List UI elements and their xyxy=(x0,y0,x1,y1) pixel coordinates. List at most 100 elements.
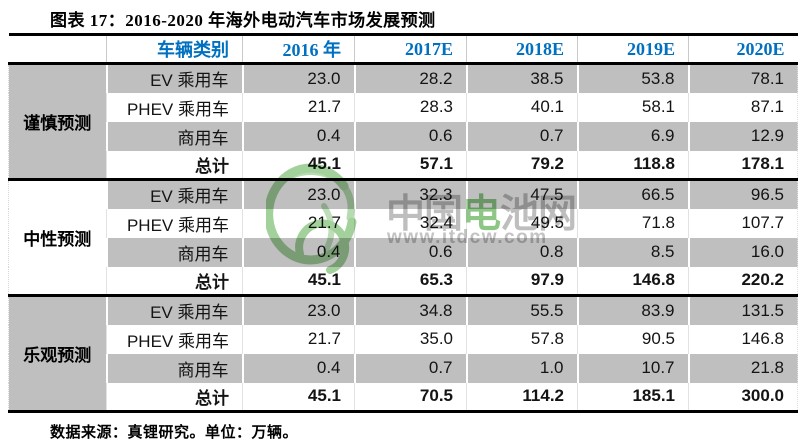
table-row: 商用车 0.4 0.6 0.8 8.5 16.0 xyxy=(9,237,798,267)
value-cell: 87.1 xyxy=(688,92,798,122)
row-label: EV 乘用车 xyxy=(105,294,243,325)
value-cell: 0.7 xyxy=(353,353,467,383)
value-cell: 32.4 xyxy=(354,208,467,238)
value-cell: 21.7 xyxy=(242,208,355,238)
section-label: 中性预测 xyxy=(8,178,107,296)
value-cell: 71.8 xyxy=(577,208,689,238)
row-label: PHEV 乘用车 xyxy=(106,324,243,354)
table-row: 乐观预测 EV 乘用车 23.0 34.8 55.5 83.9 131.5 xyxy=(8,294,798,412)
figure-title: 图表 17：2016-2020 年海外电动汽车市场发展预测 xyxy=(50,11,436,30)
value-cell: 35.0 xyxy=(354,324,467,354)
table-row: PHEV 乘用车 21.7 35.0 57.8 90.5 146.8 xyxy=(9,324,798,354)
value-cell: 34.8 xyxy=(353,294,467,325)
row-label: EV 乘用车 xyxy=(105,63,243,93)
value-cell: 114.2 xyxy=(466,382,578,412)
value-cell: 146.8 xyxy=(577,266,689,296)
value-cell: 96.5 xyxy=(687,178,798,209)
value-cell: 38.5 xyxy=(465,63,578,93)
column-header-category: 车辆类别 xyxy=(106,34,243,65)
row-label: 商用车 xyxy=(105,121,243,151)
value-cell: 0.4 xyxy=(241,353,355,383)
value-cell: 70.5 xyxy=(354,382,467,412)
value-cell: 45.1 xyxy=(242,382,355,412)
value-cell: 12.9 xyxy=(687,121,798,151)
value-cell: 0.4 xyxy=(241,237,355,267)
row-label: 总计 xyxy=(106,382,243,412)
value-cell: 131.5 xyxy=(687,294,798,325)
column-header-year: 2019E xyxy=(577,34,689,65)
table-row: 总计 45.1 57.1 79.2 118.8 178.1 xyxy=(9,150,798,180)
value-cell: 28.2 xyxy=(353,63,467,93)
value-cell: 16.0 xyxy=(687,237,798,267)
value-cell: 66.5 xyxy=(576,178,689,209)
value-cell: 220.2 xyxy=(688,266,798,296)
value-cell: 57.1 xyxy=(354,150,467,180)
value-cell: 47.5 xyxy=(465,178,578,209)
row-label: PHEV 乘用车 xyxy=(106,208,243,238)
row-label: 商用车 xyxy=(105,353,243,383)
column-header-year: 2020E xyxy=(688,34,798,65)
value-cell: 57.8 xyxy=(466,324,578,354)
value-cell: 45.1 xyxy=(242,150,355,180)
value-cell: 90.5 xyxy=(577,324,689,354)
table-row: 商用车 0.4 0.7 1.0 10.7 21.8 xyxy=(9,353,798,383)
value-cell: 21.7 xyxy=(242,324,355,354)
value-cell: 0.4 xyxy=(241,121,355,151)
row-label: EV 乘用车 xyxy=(105,178,243,209)
corner-cell xyxy=(8,34,107,65)
value-cell: 300.0 xyxy=(688,382,798,412)
row-label: PHEV 乘用车 xyxy=(106,92,243,122)
value-cell: 10.7 xyxy=(576,353,689,383)
value-cell: 79.2 xyxy=(466,150,578,180)
table-row: 总计 45.1 70.5 114.2 185.1 300.0 xyxy=(9,382,798,412)
value-cell: 107.7 xyxy=(688,208,798,238)
value-cell: 58.1 xyxy=(577,92,689,122)
column-header-year: 2016 年 xyxy=(242,34,355,65)
value-cell: 178.1 xyxy=(688,150,798,180)
value-cell: 28.3 xyxy=(354,92,467,122)
value-cell: 97.9 xyxy=(466,266,578,296)
row-label: 商用车 xyxy=(105,237,243,267)
value-cell: 0.8 xyxy=(465,237,578,267)
table-body: 谨慎预测 EV 乘用车 23.0 28.2 38.5 53.8 78.1 PHEV 乘用车 21… xyxy=(8,63,798,412)
table-row: 总计 45.1 65.3 97.9 146.8 220.2 xyxy=(9,266,798,296)
value-cell: 45.1 xyxy=(242,266,355,296)
column-header-year: 2018E xyxy=(466,34,578,65)
value-cell: 55.5 xyxy=(465,294,578,325)
value-cell: 40.1 xyxy=(466,92,578,122)
value-cell: 21.7 xyxy=(242,92,355,122)
forecast-table: 车辆类别 2016 年 2017E 2018E 2019E 2020E 谨慎预测… xyxy=(8,33,798,413)
table-row: PHEV 乘用车 21.7 28.3 40.1 58.1 87.1 xyxy=(9,92,798,122)
value-cell: 23.0 xyxy=(241,294,355,325)
row-label: 总计 xyxy=(106,266,243,296)
column-header-year: 2017E xyxy=(354,34,467,65)
value-cell: 21.8 xyxy=(687,353,798,383)
table-row: 中性预测 EV 乘用车 23.0 32.3 47.5 66.5 96.5 xyxy=(8,178,798,296)
value-cell: 146.8 xyxy=(688,324,798,354)
table-row: PHEV 乘用车 21.7 32.4 49.5 71.8 107.7 xyxy=(9,208,798,238)
value-cell: 6.9 xyxy=(576,121,689,151)
header-row: 车辆类别 2016 年 2017E 2018E 2019E 2020E xyxy=(8,34,798,65)
value-cell: 53.8 xyxy=(576,63,689,93)
value-cell: 8.5 xyxy=(576,237,689,267)
value-cell: 0.6 xyxy=(353,121,467,151)
section-label: 谨慎预测 xyxy=(8,63,107,180)
value-cell: 185.1 xyxy=(577,382,689,412)
source-note: 数据来源：真锂研究。单位：万辆。 xyxy=(50,425,299,441)
value-cell: 83.9 xyxy=(576,294,689,325)
table-row: 商用车 0.4 0.6 0.7 6.9 12.9 xyxy=(9,121,798,151)
value-cell: 65.3 xyxy=(354,266,467,296)
value-cell: 0.6 xyxy=(353,237,467,267)
forecast-table-container: 车辆类别 2016 年 2017E 2018E 2019E 2020E 谨慎预测… xyxy=(8,33,798,413)
value-cell: 78.1 xyxy=(687,63,798,93)
row-label: 总计 xyxy=(106,150,243,180)
section-label: 乐观预测 xyxy=(8,294,107,412)
value-cell: 23.0 xyxy=(241,63,355,93)
value-cell: 1.0 xyxy=(465,353,578,383)
value-cell: 49.5 xyxy=(466,208,578,238)
value-cell: 0.7 xyxy=(465,121,578,151)
value-cell: 118.8 xyxy=(577,150,689,180)
table-row: 谨慎预测 EV 乘用车 23.0 28.2 38.5 53.8 78.1 xyxy=(8,63,798,180)
value-cell: 32.3 xyxy=(353,178,467,209)
